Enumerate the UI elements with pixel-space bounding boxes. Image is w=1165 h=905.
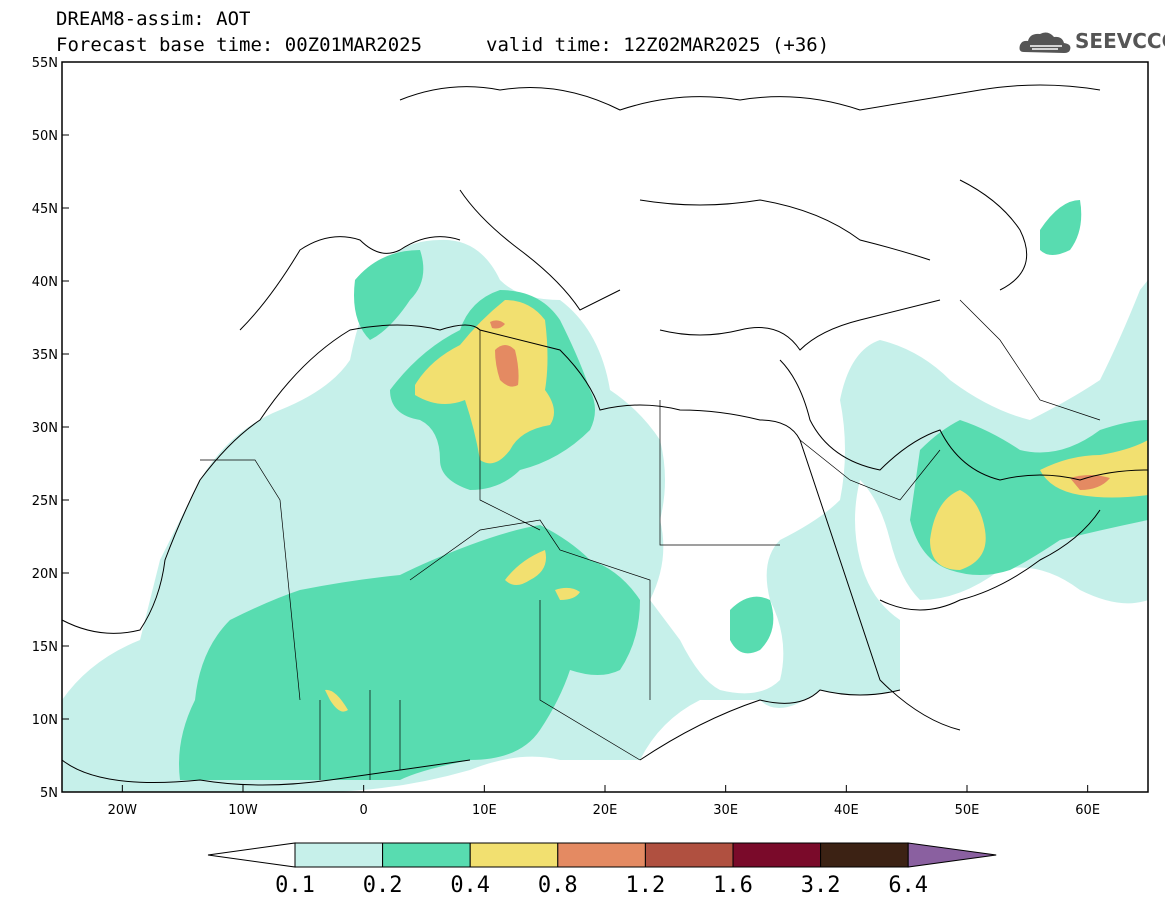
lon-tick-label: 20E (593, 803, 618, 818)
lat-tick-label: 40N (32, 275, 58, 290)
colorbar: 0.1 0.2 0.4 0.8 1.2 1.6 3.2 6.4 (207, 842, 997, 898)
colorbar-label: 6.4 (888, 873, 928, 898)
colorbar-max-arrow (907, 842, 997, 868)
colorbar-label: 0.1 (275, 873, 315, 898)
colorbar-segment (469, 842, 559, 868)
logo-text: SEEVCCC (1075, 29, 1165, 53)
colorbar-segment (644, 842, 734, 868)
lon-tick-label: 10E (472, 803, 497, 818)
aot-band-0.4 (325, 300, 1148, 712)
latitude-axis: 55N 50N 45N 40N 35N 30N 25N 20N 15N 10N 5N (32, 56, 69, 801)
lat-tick-label: 30N (32, 421, 58, 436)
lon-tick-label: 40E (834, 803, 859, 818)
colorbar-segment (557, 842, 646, 868)
lon-tick-label: 10W (228, 803, 258, 818)
colorbar-min-arrow (207, 842, 296, 868)
country-borders (200, 299, 1101, 780)
valid-time: valid time: 12Z02MAR2025 (+36) (486, 34, 830, 56)
lon-tick-label: 30E (713, 803, 738, 818)
colorbar-label: 0.2 (363, 873, 403, 898)
lat-tick-label: 50N (32, 129, 58, 144)
lon-tick-label: 50E (955, 803, 980, 818)
colorbar-label: 1.2 (626, 873, 666, 898)
lat-tick-label: 45N (32, 202, 58, 217)
cloud-icon (1019, 32, 1071, 53)
lat-tick-label: 25N (32, 494, 58, 509)
aot-band-0.8 (490, 320, 1110, 490)
colorbar-segment (382, 842, 471, 868)
colorbar-segment (732, 842, 822, 868)
lat-tick-label: 15N (32, 640, 58, 655)
lon-tick-label: 20W (108, 803, 138, 818)
colorbar-segment (820, 842, 909, 868)
colorbar-label: 0.4 (450, 873, 490, 898)
lat-tick-label: 35N (32, 348, 58, 363)
lon-tick-label: 0 (360, 803, 368, 818)
longitude-axis: 20W 10W 0 10E 20E 30E 40E 50E 60E (108, 785, 1100, 818)
forecast-base-time: Forecast base time: 00Z01MAR2025 (56, 34, 423, 56)
colorbar-label: 0.8 (538, 873, 578, 898)
lat-tick-label: 5N (40, 786, 58, 801)
aot-fields (62, 84, 1148, 792)
lat-tick-label: 55N (32, 56, 58, 71)
map-title: DREAM8-assim: AOT (56, 8, 251, 30)
lon-tick-label: 60E (1075, 803, 1100, 818)
colorbar-segment (294, 842, 384, 868)
lat-tick-label: 10N (32, 713, 58, 728)
colorbar-label: 3.2 (801, 873, 841, 898)
colorbar-label: 1.6 (713, 873, 753, 898)
lat-tick-label: 20N (32, 567, 58, 582)
coastlines (62, 84, 1148, 786)
